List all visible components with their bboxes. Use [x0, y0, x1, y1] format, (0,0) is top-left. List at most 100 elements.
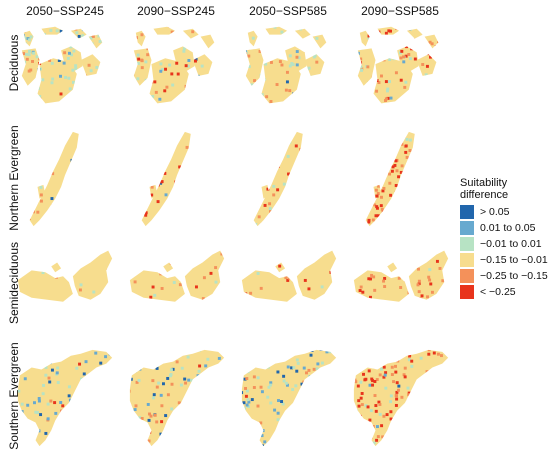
suitability-patch: [421, 175, 424, 178]
suitability-patch: [375, 194, 379, 198]
suitability-patch: [366, 157, 370, 161]
suitability-patch: [50, 197, 54, 201]
suitability-patch: [245, 147, 248, 150]
region-shape: [387, 262, 398, 273]
suitability-patch: [38, 61, 42, 65]
suitability-patch: [63, 217, 67, 221]
suitability-patch: [260, 434, 264, 438]
suitability-patch: [350, 184, 353, 187]
suitability-patch: [130, 147, 133, 150]
suitability-patch: [389, 193, 393, 197]
suitability-patch: [317, 429, 321, 433]
suitability-patch: [327, 432, 331, 436]
suitability-patch: [206, 194, 209, 197]
suitability-patch: [284, 88, 288, 92]
suitability-patch: [445, 60, 448, 63]
suitability-patch: [106, 268, 110, 272]
suitability-patch: [410, 294, 414, 298]
suitability-patch: [316, 168, 319, 171]
suitability-patch: [46, 417, 50, 421]
suitability-patch: [18, 66, 21, 69]
suitability-patch: [333, 404, 337, 408]
suitability-patch: [96, 406, 100, 410]
suitability-patch: [312, 133, 315, 136]
suitability-patch: [250, 183, 253, 186]
suitability-patch: [100, 116, 103, 119]
suitability-patch: [430, 157, 433, 160]
column-label-2050-ssp245: 2050−SSP245: [26, 4, 104, 18]
suitability-patch: [337, 197, 340, 200]
suitability-patch: [241, 308, 244, 311]
suitability-patch: [325, 226, 328, 229]
suitability-patch: [89, 408, 93, 412]
suitability-patch: [365, 196, 367, 200]
suitability-patch: [226, 435, 229, 438]
suitability-patch: [205, 435, 209, 438]
suitability-patch: [417, 223, 420, 226]
suitability-patch: [133, 26, 137, 30]
suitability-patch: [420, 87, 424, 91]
suitability-patch: [392, 57, 396, 61]
suitability-patch: [437, 72, 439, 76]
suitability-patch: [361, 290, 365, 294]
suitability-patch: [55, 356, 59, 360]
suitability-patch: [19, 324, 22, 327]
suitability-patch: [137, 422, 141, 426]
suitability-patch: [348, 117, 351, 120]
suitability-patch: [286, 189, 290, 193]
suitability-patch: [389, 96, 393, 100]
suitability-patch: [309, 47, 313, 51]
suitability-patch: [78, 422, 82, 426]
suitability-patch: [39, 185, 43, 189]
suitability-patch: [442, 194, 445, 197]
map-deciduous-2090-ssp585: [348, 26, 453, 120]
suitability-patch: [226, 382, 229, 385]
suitability-patch: [280, 214, 284, 218]
suitability-patch: [371, 138, 375, 142]
suitability-patch: [394, 145, 397, 149]
suitability-patch: [419, 380, 423, 384]
suitability-patch: [394, 159, 398, 163]
suitability-patch: [398, 140, 402, 144]
suitability-patch: [268, 109, 271, 112]
suitability-patch: [156, 35, 160, 38]
suitability-patch: [357, 186, 360, 189]
legend-item: < −0.25: [460, 284, 548, 300]
suitability-patch: [164, 67, 168, 71]
suitability-patch: [406, 407, 410, 411]
suitability-patch: [419, 438, 423, 442]
suitability-patch: [329, 270, 333, 274]
suitability-patch: [195, 74, 199, 78]
suitability-patch: [226, 370, 229, 373]
suitability-patch: [295, 63, 299, 67]
suitability-patch: [196, 74, 200, 78]
suitability-patch: [439, 55, 442, 58]
suitability-patch: [194, 172, 197, 175]
suitability-patch: [264, 361, 268, 365]
suitability-patch: [210, 143, 213, 146]
suitability-patch: [297, 405, 301, 409]
suitability-patch: [35, 55, 39, 59]
suitability-patch: [49, 440, 53, 444]
suitability-patch: [324, 395, 328, 399]
suitability-patch: [143, 313, 146, 316]
suitability-patch: [307, 375, 311, 379]
suitability-patch: [376, 435, 380, 439]
suitability-patch: [146, 40, 150, 44]
suitability-patch: [382, 58, 386, 62]
suitability-patch: [437, 309, 440, 312]
suitability-patch: [369, 277, 372, 281]
suitability-patch: [446, 204, 449, 207]
suitability-patch: [451, 367, 454, 370]
suitability-patch: [128, 170, 131, 173]
suitability-patch: [375, 79, 379, 82]
region-shape: [359, 30, 370, 47]
suitability-patch: [450, 97, 453, 100]
suitability-patch: [380, 207, 384, 211]
suitability-patch: [170, 445, 174, 447]
suitability-patch: [437, 77, 439, 81]
suitability-patch: [360, 152, 363, 155]
suitability-patch: [17, 389, 21, 393]
suitability-patch: [357, 51, 360, 55]
suitability-patch: [389, 417, 393, 421]
